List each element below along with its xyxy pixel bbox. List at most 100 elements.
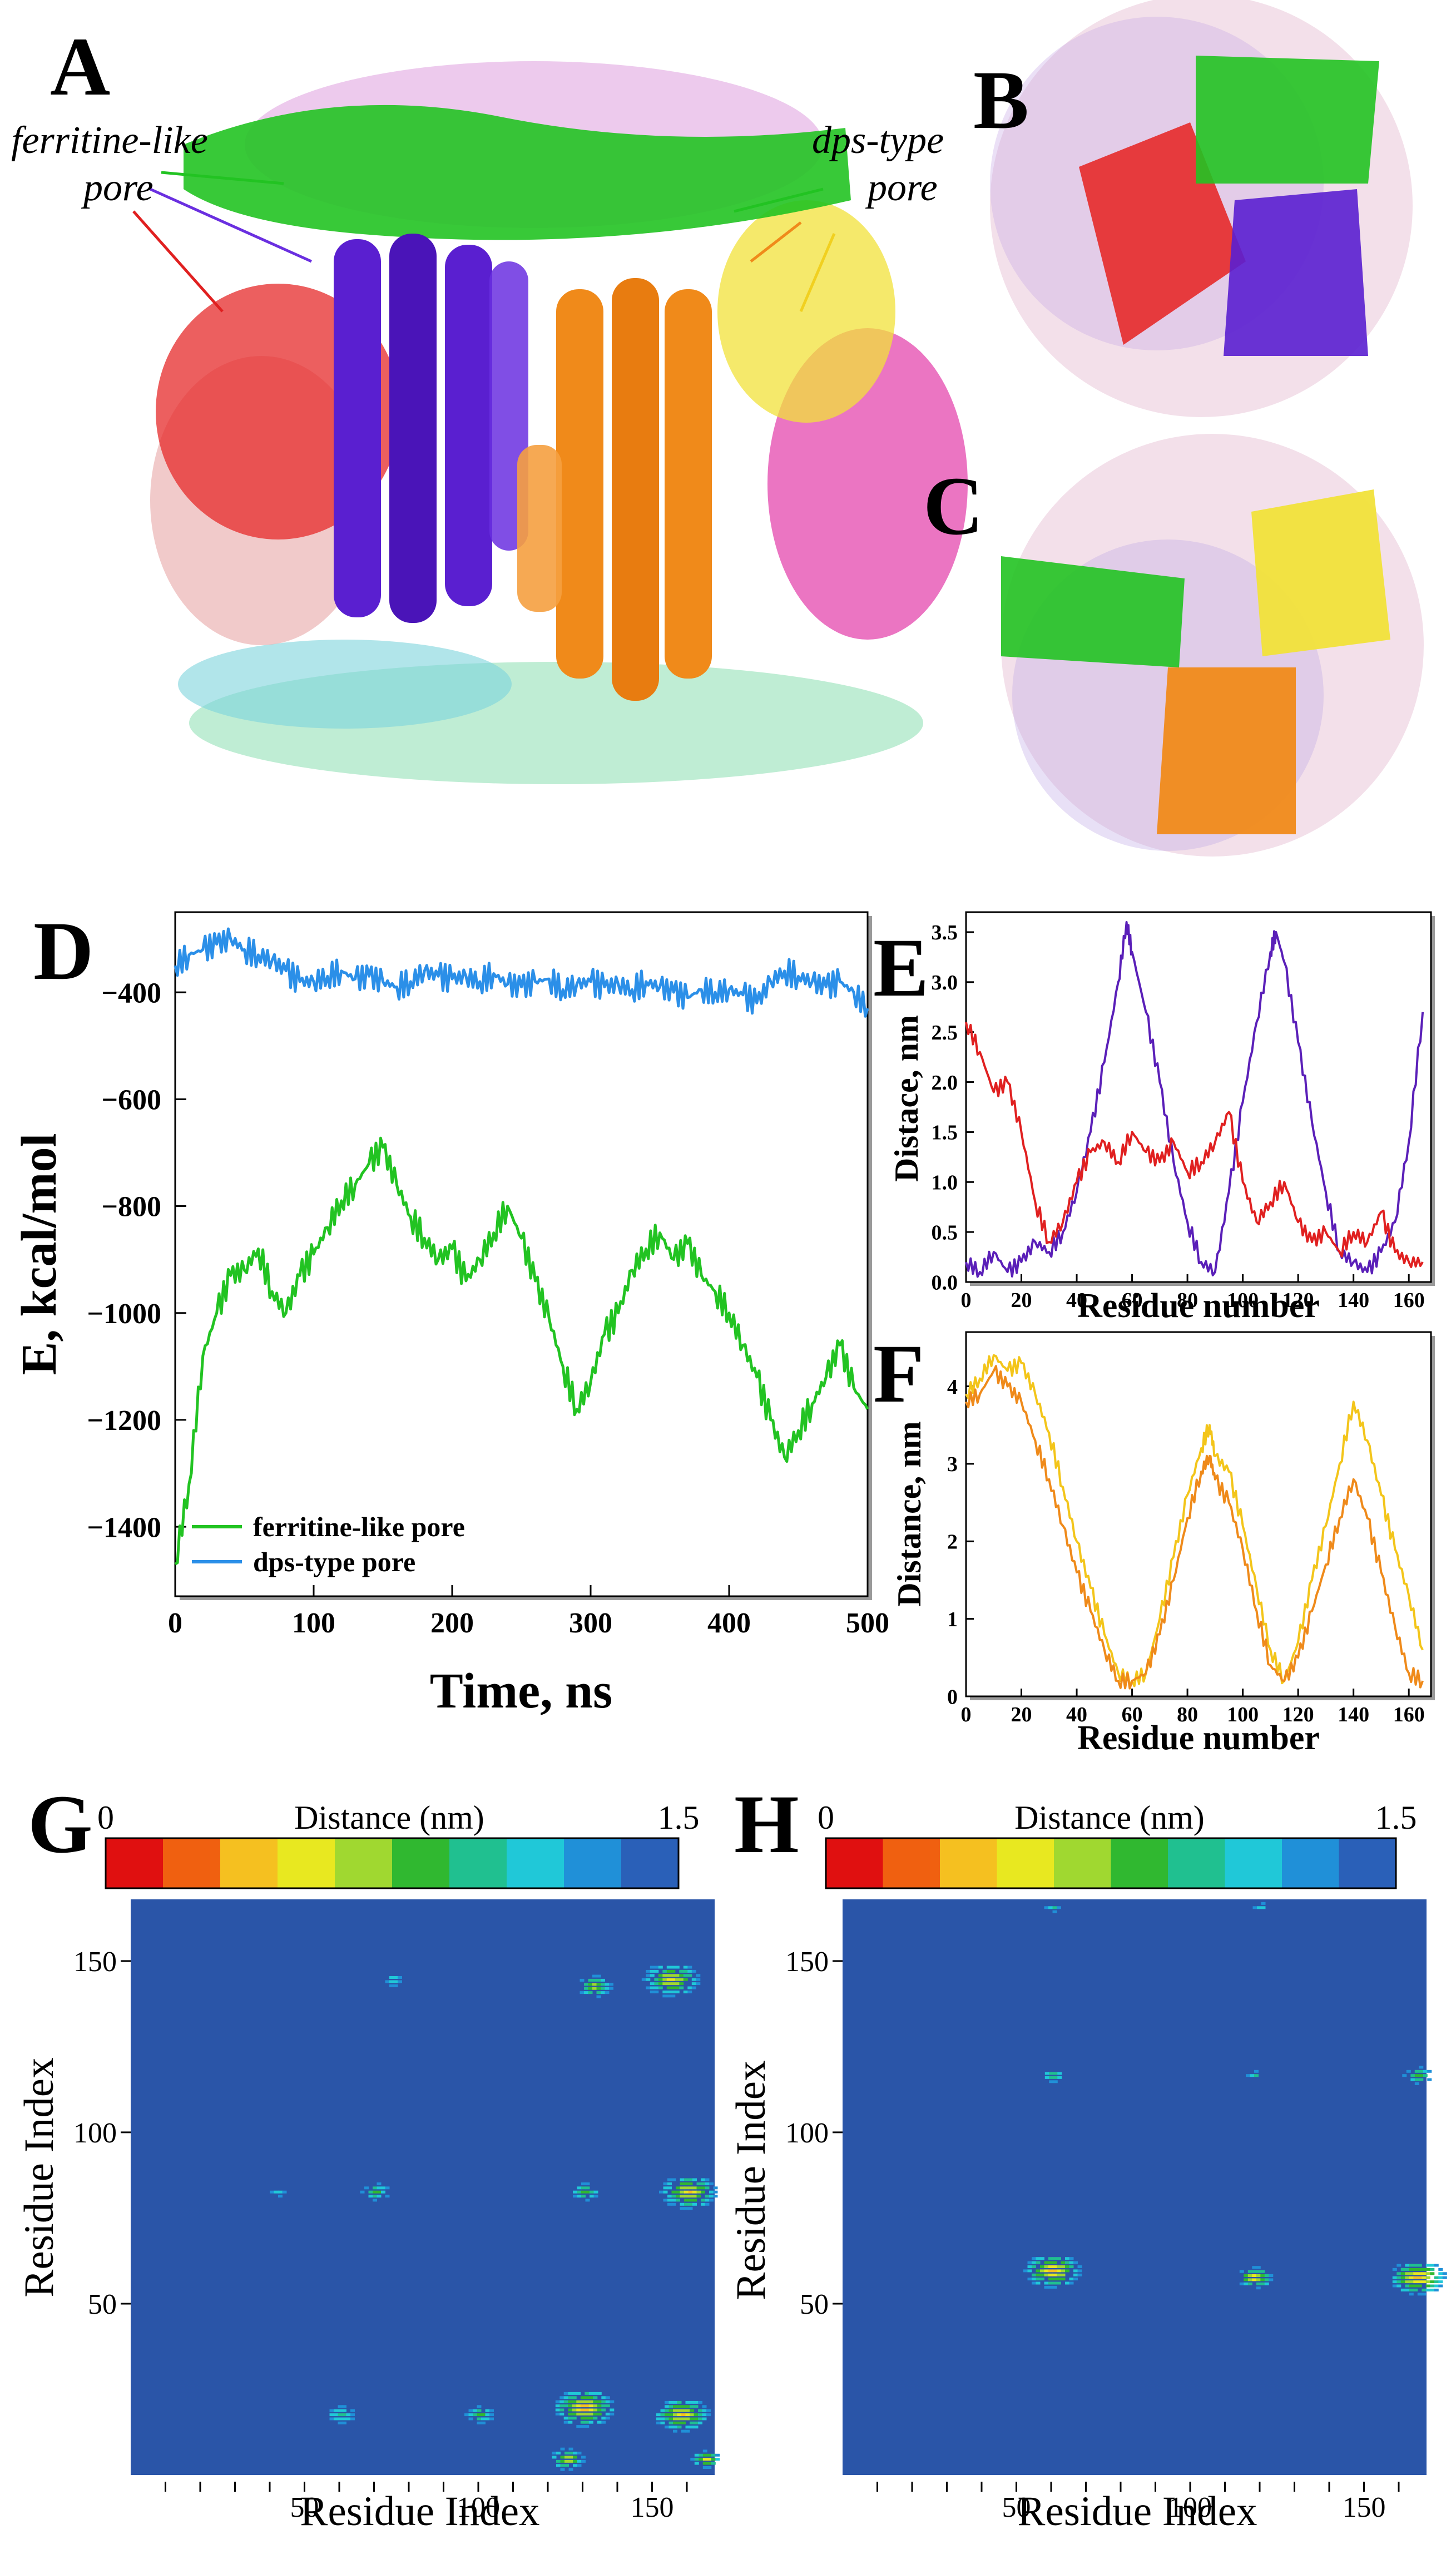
heatmap-cell [1425,2280,1430,2284]
heatmap-cell [1405,2284,1410,2288]
heatmap-cell [605,2412,610,2415]
heatmap-cell [1053,2076,1058,2079]
heatmap-cell [654,1966,659,1969]
heatmap-cell [329,2417,334,2421]
heatmap-cell [667,2195,672,2198]
heatmap-cell [580,1991,585,1994]
chart-H-ylabel: Residue Index [728,2060,774,2300]
heatmap-cell [334,2417,338,2421]
annotation-pore-right: pore [865,166,938,209]
heatmap-cell [715,2453,720,2457]
heatmap-cell [680,2207,685,2210]
heatmap-cell [342,2421,346,2424]
heatmap-background [843,1899,1427,2475]
heatmap-cell [1438,2268,1443,2271]
heatmap-cell [1264,2278,1269,2281]
series-line-yellow [965,1354,1424,1687]
heatmap-cell [597,2392,602,2395]
heatmap-cell [1425,2288,1430,2291]
colorbar-cell [902,1838,922,1888]
heatmap-cell [688,2207,693,2210]
colorbar-H-label: Distance (nm) [1014,1799,1205,1836]
heatmap-cell [596,1995,601,1998]
heatmap-cell [650,1966,655,1969]
heatmap-cell [698,2400,702,2404]
heatmap-cell [473,2409,477,2412]
colorbar-cell [526,1838,546,1888]
colorbar-cell [640,1838,660,1888]
heatmap-cell [270,2190,274,2194]
y-tick-label: 3.5 [932,921,958,944]
colorbar-cell [1092,1838,1112,1888]
colorbar-cell [1187,1838,1206,1888]
heatmap-cell [568,2396,573,2399]
x-tick-label: 140 [1338,1289,1369,1312]
heatmap-cell [338,2409,343,2412]
heatmap-cell [1400,2288,1405,2291]
heatmap-cell [481,2421,486,2424]
y-tick-label: 3 [947,1453,958,1476]
heatmap-cell [698,2417,702,2421]
heatmap-cell [568,2412,573,2415]
heatmap-cell [685,2405,690,2408]
heatmap-cell [597,2400,602,2403]
heatmap-cell [684,2186,689,2190]
heatmap-cell [1409,2288,1414,2291]
heatmap-cell [563,2404,568,2408]
heatmap-cell [605,1991,610,1994]
heatmap-cell [711,2462,716,2465]
heatmap-cell [360,2190,365,2194]
heatmap-cell [692,2195,697,2198]
colorbar-cell [1168,1838,1187,1888]
heatmap-cell [342,2417,346,2421]
colorbar-cell [315,1838,335,1888]
heatmap-cell [338,2417,343,2421]
heatmap-cell [1422,2288,1427,2291]
heatmap-cell [687,1974,692,1977]
heatmap-cell [660,2421,665,2424]
heatmap-cell [1269,2274,1274,2277]
colorbar-cell [182,1838,202,1888]
heatmap-cell [596,1987,601,1990]
heatmap-cell [377,2186,382,2190]
heatmap-cell [685,2400,690,2404]
heatmap-cell [1052,2285,1057,2289]
colorbar-cell [354,1838,374,1888]
heatmap-cell [577,2459,582,2463]
heatmap-cell [481,2413,486,2417]
heatmap-cell [1405,2264,1410,2267]
heatmap-cell [464,2413,469,2417]
panel-H: H Distance (nm) 0 1.5 50 100 150 50 100 150 R… [728,1778,1447,2535]
heatmap-cell [559,2408,564,2412]
heatmap-cell [1414,2074,1419,2077]
heatmap-cell [1057,2273,1061,2276]
heatmap-cell [701,2178,705,2181]
heatmap-cell [481,2417,486,2421]
colorbar-cell [1111,1838,1131,1888]
colorbar-border [105,1837,680,1889]
heatmap-cell [605,1983,610,1986]
x-tick-label: 100 [1168,2492,1212,2523]
heatmap-cell [601,2417,606,2420]
heatmap-cell [641,1978,646,1981]
heatmap-cell [705,2195,710,2198]
heatmap-cell [568,2400,573,2403]
heatmap-cell [654,1978,659,1981]
x-tick-label: 400 [707,1607,751,1639]
heatmap-cell [668,2426,673,2429]
heatmap-cell [680,2190,685,2194]
heatmap-cell [658,1974,663,1977]
heatmap-cell [680,2186,685,2190]
colorbar-cell [997,1838,1017,1888]
heatmap-cell [665,2409,669,2412]
chain-green [1196,56,1379,184]
annotation-dps-type: dps-type [812,119,944,162]
heatmap-cell [666,1994,671,1998]
heatmap-cell [563,2400,568,2403]
heatmap-cell [707,2466,712,2469]
heatmap-cell [683,1969,688,1973]
heatmap-cell [393,1976,398,1979]
heatmap-cell [1052,1910,1057,1913]
heatmap-cell [688,2195,693,2198]
